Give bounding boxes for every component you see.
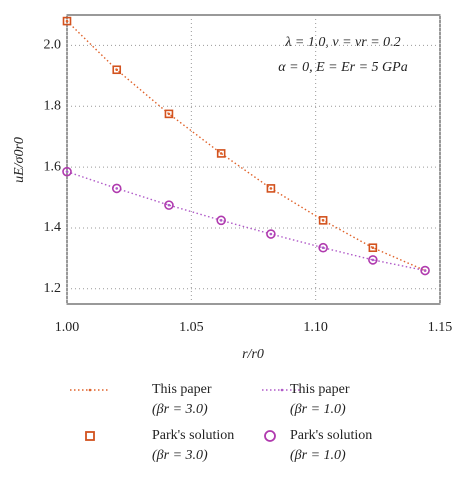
y-axis-label: uE/σ0r0 <box>12 137 27 183</box>
point-marker <box>167 112 171 116</box>
square-marker <box>62 16 72 26</box>
x-tick-label: 1.00 <box>55 320 80 335</box>
point-marker <box>219 152 223 155</box>
legend-param: (βr = 3.0) <box>152 402 208 417</box>
point-marker <box>321 246 325 250</box>
point-marker <box>269 187 273 190</box>
y-tick-label: 2.0 <box>44 38 62 53</box>
legend-label: This paper <box>290 382 350 397</box>
x-tick-label: 1.15 <box>428 320 453 335</box>
circle-marker <box>164 200 174 210</box>
square-marker <box>318 216 328 225</box>
square-marker <box>112 65 122 75</box>
y-tick-label: 1.2 <box>44 281 62 296</box>
point-marker <box>423 269 427 272</box>
point-marker <box>65 19 69 23</box>
y-tick-label: 1.8 <box>44 98 62 113</box>
y-tick-label: 1.4 <box>44 220 62 235</box>
legend-label: Park's solution <box>152 428 234 443</box>
point-marker <box>321 219 325 222</box>
annotation: α = 0, E = Er = 5 GPa <box>278 60 407 75</box>
x-tick-label: 1.05 <box>179 320 204 335</box>
circle-marker <box>266 229 276 239</box>
circle-marker <box>368 255 378 265</box>
annotation: λ = 1.0, ν = νr = 0.2 <box>284 35 400 50</box>
point-marker <box>371 246 375 250</box>
legend-marker <box>280 388 284 392</box>
legend-marker <box>88 388 92 392</box>
plot-frame <box>66 14 441 305</box>
x-axis-label: r/r0 <box>242 347 264 362</box>
legend-label: This paper <box>152 382 212 397</box>
circle-marker <box>62 166 72 177</box>
point-marker <box>115 187 119 190</box>
point-marker <box>65 170 69 173</box>
x-tick-label: 1.10 <box>303 320 328 335</box>
circle-marker <box>420 265 430 276</box>
legend-marker <box>85 431 95 441</box>
legend-param: (βr = 1.0) <box>290 448 346 463</box>
point-marker <box>371 258 375 262</box>
legend-label: Park's solution <box>290 428 372 443</box>
circle-marker <box>111 183 122 194</box>
square-marker <box>266 184 276 193</box>
y-tick-label: 1.6 <box>44 159 62 174</box>
point-marker <box>269 232 273 236</box>
legend-marker <box>264 430 276 442</box>
square-marker <box>164 109 174 119</box>
point-marker <box>219 219 223 222</box>
square-marker <box>216 149 226 158</box>
square-marker <box>368 243 378 253</box>
point-marker <box>167 203 171 207</box>
circle-marker <box>318 242 328 253</box>
legend-param: (βr = 1.0) <box>290 402 346 417</box>
point-marker <box>115 68 119 72</box>
legend-param: (βr = 3.0) <box>152 448 208 463</box>
circle-marker <box>216 215 226 226</box>
series-line <box>66 20 426 272</box>
